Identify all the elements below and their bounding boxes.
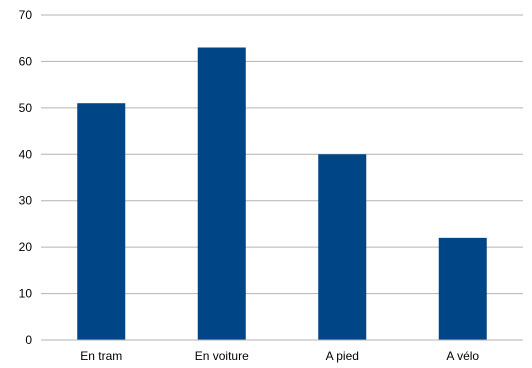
x-category-label: En voiture xyxy=(195,349,249,363)
bar xyxy=(438,237,487,340)
bar xyxy=(318,154,367,340)
y-tick-label: 30 xyxy=(19,194,33,208)
y-axis-tick-labels: 0 10 20 30 40 50 60 70 xyxy=(19,8,33,347)
bar xyxy=(77,103,126,340)
x-axis-category-labels: En tram En voiture A pied A vélo xyxy=(80,349,479,363)
y-tick-label: 60 xyxy=(19,54,33,68)
y-tick-label: 70 xyxy=(19,8,33,22)
bar xyxy=(197,47,246,340)
y-tick-label: 50 xyxy=(19,101,33,115)
x-category-label: En tram xyxy=(80,349,122,363)
y-tick-label: 10 xyxy=(19,287,33,301)
y-tick-label: 0 xyxy=(25,333,32,347)
y-tick-label: 20 xyxy=(19,240,33,254)
x-category-label: A pied xyxy=(326,349,359,363)
x-category-label: A vélo xyxy=(446,349,479,363)
bars xyxy=(77,47,487,340)
y-tick-label: 40 xyxy=(19,147,33,161)
